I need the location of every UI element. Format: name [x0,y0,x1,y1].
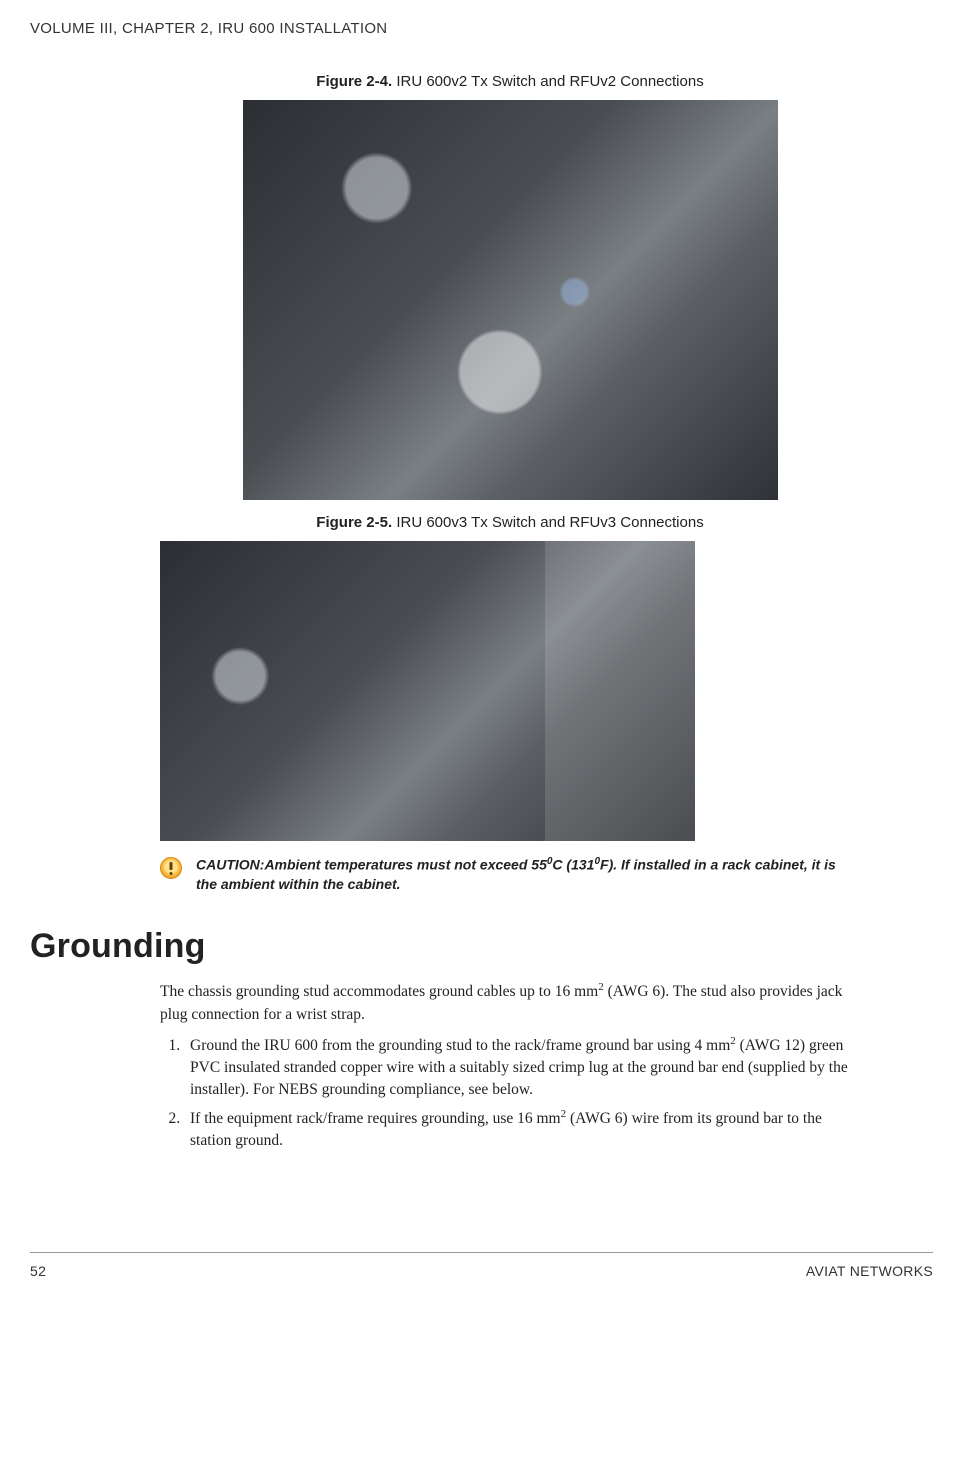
caution-block: CAUTION:Ambient temperatures must not ex… [160,855,860,893]
page-number: 52 [30,1263,46,1279]
caution-icon [160,857,182,879]
caution-part1: Ambient temperatures must not exceed 55 [264,857,546,873]
section-heading-grounding: Grounding [30,927,933,966]
page-header: VOLUME III, CHAPTER 2, IRU 600 INSTALLAT… [30,20,933,37]
figure-title: IRU 600v3 Tx Switch and RFUv3 Connection… [396,514,703,531]
footer-vendor: AVIAT NETWORKS [806,1263,933,1279]
figure-caption-2-5: Figure 2-5. IRU 600v3 Tx Switch and RFUv… [160,514,860,531]
caution-mid: C (131 [552,857,594,873]
figure-title: IRU 600v2 Tx Switch and RFUv2 Connection… [396,73,703,90]
step1-pre: Ground the IRU 600 from the grounding st… [190,1037,730,1054]
step2-pre: If the equipment rack/frame requires gro… [190,1110,561,1127]
step-1: Ground the IRU 600 from the grounding st… [184,1034,860,1101]
figure-image-2-4 [243,100,778,500]
intro-paragraph: The chassis grounding stud accommodates … [160,980,860,1025]
steps-list: Ground the IRU 600 from the grounding st… [160,1034,860,1152]
intro-pre: The chassis grounding stud accommodates … [160,984,598,1001]
figure-image-2-5 [160,541,695,841]
step-2: If the equipment rack/frame requires gro… [184,1107,860,1152]
caution-text: CAUTION:Ambient temperatures must not ex… [196,855,860,893]
figure-lead: Figure 2-5. [316,514,392,531]
caution-label: CAUTION: [196,857,264,873]
page-footer: 52 AVIAT NETWORKS [30,1252,933,1279]
figure-caption-2-4: Figure 2-4. IRU 600v2 Tx Switch and RFUv… [160,73,860,90]
figure-lead: Figure 2-4. [316,73,392,90]
section-body: The chassis grounding stud accommodates … [160,980,860,1151]
